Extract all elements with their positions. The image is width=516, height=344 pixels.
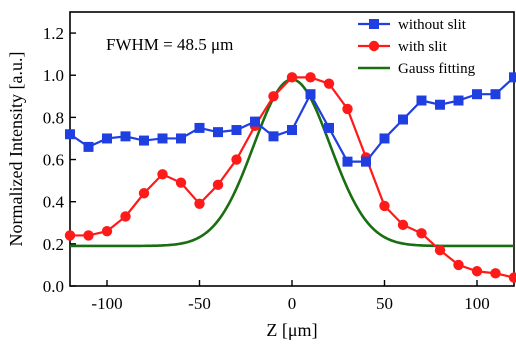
data-point <box>231 125 242 136</box>
legend-label: with slit <box>398 39 448 55</box>
gauss-fit-line <box>70 78 514 248</box>
data-point <box>471 266 483 277</box>
data-point <box>379 133 390 144</box>
data-point <box>361 156 371 167</box>
legend: without slit with slit Gauss fitting <box>358 17 476 77</box>
legend-marker <box>369 19 379 29</box>
data-point <box>416 228 427 239</box>
ticks-layer: -100 -50 0 50 100 0.0 0.2 0.4 0.6 0.8 1.0 1.2 <box>43 24 490 313</box>
data-point <box>323 78 335 89</box>
series-layer <box>64 72 516 283</box>
data-point <box>250 116 260 127</box>
data-point <box>490 268 501 279</box>
data-point <box>101 226 113 237</box>
series-with-slit <box>64 72 516 283</box>
data-point <box>194 198 205 209</box>
data-point <box>287 125 297 136</box>
data-point <box>472 89 482 100</box>
y-tick-label: 0.6 <box>43 151 64 170</box>
data-point <box>435 99 445 110</box>
series-gauss-fitting <box>70 78 514 248</box>
y-tick-label: 1.0 <box>43 66 64 85</box>
data-point <box>157 169 168 180</box>
legend-item: without slit <box>358 17 467 33</box>
data-point <box>305 72 316 83</box>
data-point <box>64 230 76 241</box>
series-line <box>70 76 515 279</box>
data-point <box>398 114 408 125</box>
y-tick-label: 0.4 <box>43 193 65 212</box>
data-point <box>324 122 334 133</box>
data-point <box>139 135 149 146</box>
x-tick-label: 100 <box>464 294 490 313</box>
x-tick-label: -50 <box>188 294 211 313</box>
x-tick-label: -100 <box>91 294 122 313</box>
data-point <box>342 156 353 167</box>
data-point <box>213 127 223 138</box>
data-point <box>175 177 187 188</box>
data-point <box>194 122 205 133</box>
fwhm-annotation: FWHM = 48.5 μm <box>106 35 233 54</box>
data-point <box>102 133 112 144</box>
data-point <box>490 89 501 100</box>
y-axis-label: Normalized Intensity [a.u.] <box>6 52 26 247</box>
data-point <box>453 95 464 106</box>
data-point <box>120 131 131 142</box>
legend-label: Gauss fitting <box>398 61 476 77</box>
data-point <box>268 131 279 142</box>
data-point <box>342 103 353 115</box>
data-point <box>286 72 298 83</box>
data-point <box>231 154 242 165</box>
y-tick-label: 0.0 <box>43 277 64 296</box>
data-point <box>120 211 131 222</box>
legend-marker <box>368 40 380 52</box>
data-point <box>138 188 150 199</box>
data-point <box>509 72 516 83</box>
data-point <box>508 272 516 283</box>
data-point <box>212 179 224 191</box>
data-point <box>83 141 94 152</box>
y-tick-label: 1.2 <box>43 24 64 43</box>
data-point <box>65 129 75 140</box>
legend-item: Gauss fitting <box>358 61 476 77</box>
data-point <box>83 230 94 241</box>
x-tick-label: 0 <box>288 294 297 313</box>
data-point <box>434 244 446 256</box>
y-tick-label: 0.8 <box>43 108 64 127</box>
data-point <box>379 200 390 212</box>
series-line <box>69 76 515 163</box>
data-point <box>453 259 464 271</box>
legend-label: without slit <box>398 17 467 33</box>
y-tick-label: 0.2 <box>43 235 64 254</box>
data-point <box>305 89 316 100</box>
legend-item: with slit <box>358 39 448 55</box>
data-point <box>176 133 186 144</box>
data-point <box>416 95 427 106</box>
data-point <box>268 91 279 102</box>
x-axis-label: Z [μm] <box>266 320 317 340</box>
data-point <box>157 133 168 144</box>
series-without-slit <box>65 72 516 167</box>
x-tick-label: 50 <box>376 294 393 313</box>
data-point <box>397 219 409 231</box>
